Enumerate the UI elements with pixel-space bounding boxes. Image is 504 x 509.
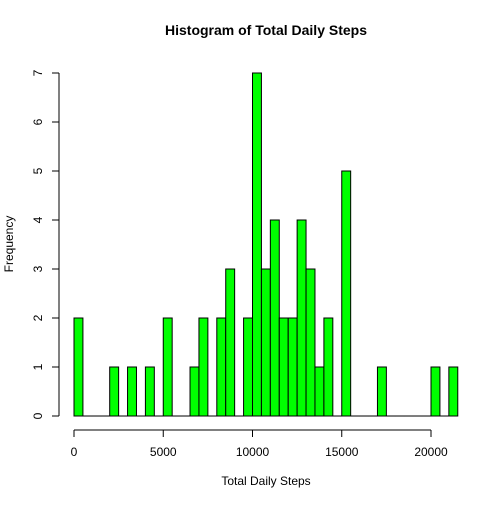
histogram-bar: [270, 220, 279, 416]
x-axis: 0 5000 10000 15000 20000: [71, 430, 448, 459]
y-tick-label: 4: [31, 216, 45, 223]
histogram-bar: [74, 318, 83, 416]
histogram-bar: [324, 318, 333, 416]
histogram-bar: [128, 367, 137, 416]
histogram-bar: [342, 171, 351, 416]
histogram-bar: [190, 367, 199, 416]
histogram-bar: [377, 367, 386, 416]
x-tick-label: 5000: [150, 445, 177, 459]
y-tick-label: 1: [31, 363, 45, 370]
y-tick-label: 0: [31, 412, 45, 419]
y-tick-label: 5: [31, 167, 45, 174]
y-axis-label: Frequency: [2, 216, 16, 273]
histogram-bar: [315, 367, 324, 416]
x-tick-label: 0: [71, 445, 78, 459]
histogram-bar: [199, 318, 208, 416]
histogram-bar: [306, 269, 315, 416]
x-axis-label: Total Daily Steps: [221, 474, 310, 488]
histogram-bar: [288, 318, 297, 416]
y-tick-label: 6: [31, 118, 45, 125]
histogram-bar: [145, 367, 154, 416]
y-axis: 0 1 2 3 4 5 6 7: [31, 69, 59, 419]
histogram-bar: [261, 269, 270, 416]
histogram-bar: [297, 220, 306, 416]
histogram-bar: [253, 73, 262, 416]
histogram-bar: [110, 367, 119, 416]
histogram-bar: [226, 269, 235, 416]
histogram-bar: [217, 318, 226, 416]
x-tick-label: 10000: [236, 445, 270, 459]
y-tick-label: 2: [31, 314, 45, 321]
histogram-bar: [244, 318, 253, 416]
histogram-bar: [163, 318, 172, 416]
histogram-bar: [449, 367, 458, 416]
chart-title: Histogram of Total Daily Steps: [165, 22, 367, 38]
histogram-bar: [279, 318, 288, 416]
y-tick-label: 3: [31, 265, 45, 272]
bars-group: [74, 73, 458, 416]
histogram-bar: [431, 367, 440, 416]
y-tick-label: 7: [31, 69, 45, 76]
x-tick-label: 20000: [414, 445, 448, 459]
x-tick-label: 15000: [325, 445, 359, 459]
